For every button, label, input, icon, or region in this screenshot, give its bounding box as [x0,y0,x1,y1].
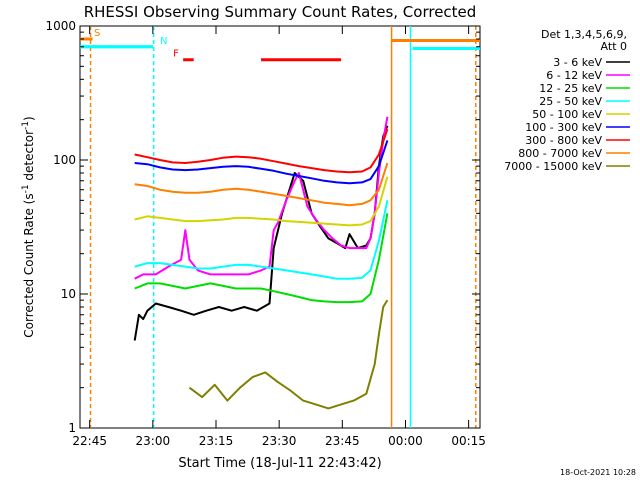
y-tick-label-0: 1 [68,421,76,435]
legend-label-0: 3 - 6 keV [553,56,602,69]
flag-label-0: S [94,28,100,39]
flag-label-2: N [160,36,167,47]
x-tick-label-4: 23:45 [325,434,360,448]
legend-label-7: 800 - 7000 keV [518,147,602,160]
legend-label-5: 100 - 300 keV [525,121,602,134]
vertical-markers [89,26,477,428]
x-tick-label-0: 22:45 [72,434,107,448]
legend-header-line2: Att 0 [601,40,627,53]
y-label-main: Corrected Count Rate (s [22,193,36,337]
footer-timestamp: 18-Oct-2021 10:28 [560,468,636,477]
flag-bars: S NF [80,28,480,62]
series-line-1 [134,116,389,280]
y-tick-label-2: 100 [53,153,76,167]
legend-label-8: 7000 - 15000 keV [504,160,602,173]
chart-title: RHESSI Observing Summary Count Rates, Co… [84,3,477,21]
x-tick-label-1: 23:00 [136,434,171,448]
series-line-3 [134,200,389,280]
x-tick-label-2: 23:15 [199,434,234,448]
y-label-sup2: -1 [21,121,31,130]
y-tick-label-3: 1000 [45,19,76,33]
legend-label-1: 6 - 12 keV [546,69,602,82]
y-label-mid: detector [22,130,36,185]
series-line-5 [134,140,389,185]
series-line-4 [134,176,389,227]
legend-label-4: 50 - 100 keV [532,108,602,121]
series-line-8 [188,299,389,410]
legend-label-2: 12 - 25 keV [539,82,602,95]
legend-label-6: 300 - 800 keV [525,134,602,147]
flag-label-3: F [173,49,179,60]
series-line-6 [134,128,389,174]
series-line-7 [134,162,389,207]
axis-ticks: 22:45 23:00 23:15 23:30 23:45 00:00 00:15 1 10 10… [45,19,485,448]
y-axis-label: Corrected Count Rate (s-1 detector-1) [21,116,36,337]
legend-label-3: 25 - 50 keV [539,95,602,108]
x-axis-label: Start Time (18-Jul-11 22:43:42) [178,456,381,471]
series-line-2 [134,213,389,304]
x-tick-label-3: 23:30 [262,434,297,448]
y-label-end: ) [22,116,36,121]
x-tick-label-6: 00:15 [451,434,486,448]
y-label-sup1: -1 [21,184,31,193]
y-tick-label-1: 10 [61,287,76,301]
legend-header-line1: Det 1,3,4,5,6,9, [541,28,627,41]
series-lines [133,116,389,410]
x-tick-label-5: 00:00 [388,434,423,448]
plot-frame [79,25,481,429]
